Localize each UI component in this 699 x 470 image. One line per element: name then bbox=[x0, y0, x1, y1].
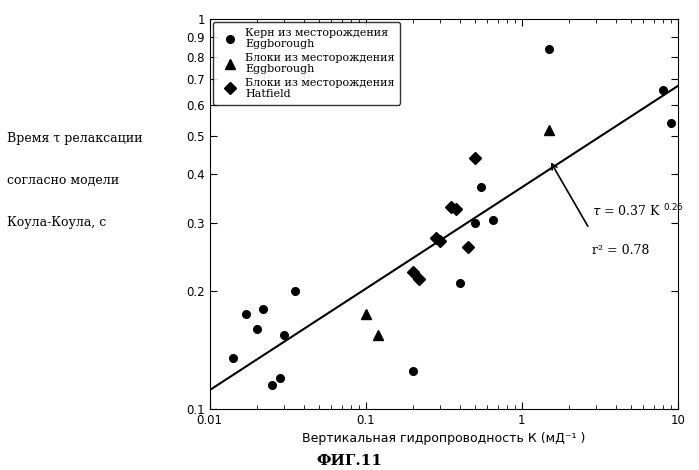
Text: $\tau$ = 0.37 K $^{0.26}$: $\tau$ = 0.37 K $^{0.26}$ bbox=[592, 203, 684, 219]
Text: Время τ релаксации: Время τ релаксации bbox=[7, 132, 143, 145]
Text: r² = 0.78: r² = 0.78 bbox=[592, 243, 649, 257]
X-axis label: Вертикальная гидропроводность К (мД⁻¹ ): Вертикальная гидропроводность К (мД⁻¹ ) bbox=[302, 432, 586, 445]
Text: Коула-Коула, с: Коула-Коула, с bbox=[7, 216, 106, 229]
Legend: Керн из месторождения
Eggborough, Блоки из месторождения
Eggborough, Блоки из ме: Керн из месторождения Eggborough, Блоки … bbox=[213, 22, 401, 105]
Text: согласно модели: согласно модели bbox=[7, 174, 119, 187]
Text: ФИГ.11: ФИГ.11 bbox=[317, 454, 382, 468]
